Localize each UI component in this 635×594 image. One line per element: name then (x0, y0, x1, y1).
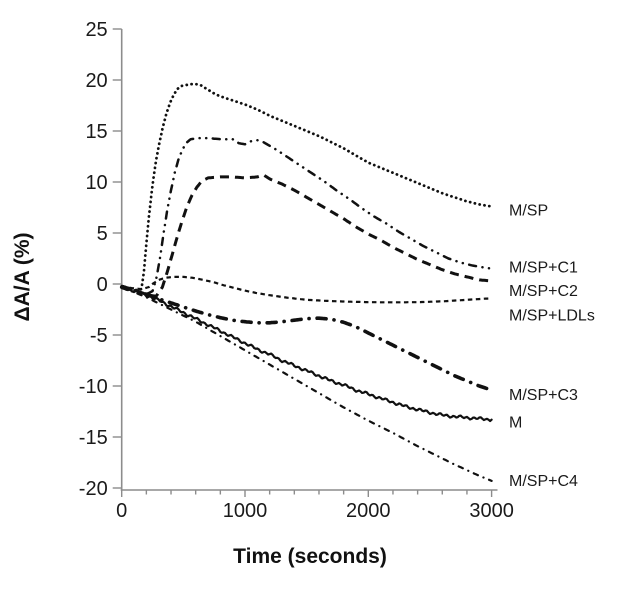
y-axis-title: ΔA/A (%) (11, 232, 34, 322)
curve-label-m-sp: M/SP (509, 203, 548, 220)
y-tick-label: -15 (79, 427, 108, 449)
y-tick-label: -20 (79, 478, 108, 500)
series-line-m-sp (120, 82, 493, 292)
curve-label-m-sp-ldls: M/SP+LDLs (509, 308, 595, 325)
series-line-m-sp-c4 (120, 287, 493, 482)
series-line-m-sp-ldls (121, 275, 492, 304)
x-tick-label: 3000 (469, 500, 514, 522)
y-tick-label: 20 (85, 70, 107, 92)
series-line-m (120, 285, 493, 423)
series-line-m-sp-c2 (121, 173, 492, 298)
y-tick-label: -10 (79, 376, 108, 398)
curve-label-m-sp-c4: M/SP+C4 (509, 473, 578, 490)
y-tick-label: 10 (85, 172, 107, 194)
x-axis-title: Time (seconds) (233, 545, 387, 568)
y-tick-label: 25 (85, 19, 107, 41)
y-tick-label: 5 (97, 223, 108, 245)
curve-label-m-sp-c1: M/SP+C1 (509, 260, 578, 277)
y-tick-label: 15 (85, 121, 107, 143)
y-tick-label: -5 (90, 325, 108, 347)
x-tick-label: 0 (116, 500, 127, 522)
curve-label-m: M (509, 415, 522, 432)
curve-label-m-sp-c2: M/SP+C2 (509, 283, 578, 300)
x-tick-label: 2000 (346, 500, 391, 522)
x-tick-label: 1000 (223, 500, 268, 522)
y-tick-label: 0 (97, 274, 108, 296)
curve-label-m-sp-c3: M/SP+C3 (509, 387, 578, 404)
series-line-m-sp-c1 (120, 136, 493, 296)
